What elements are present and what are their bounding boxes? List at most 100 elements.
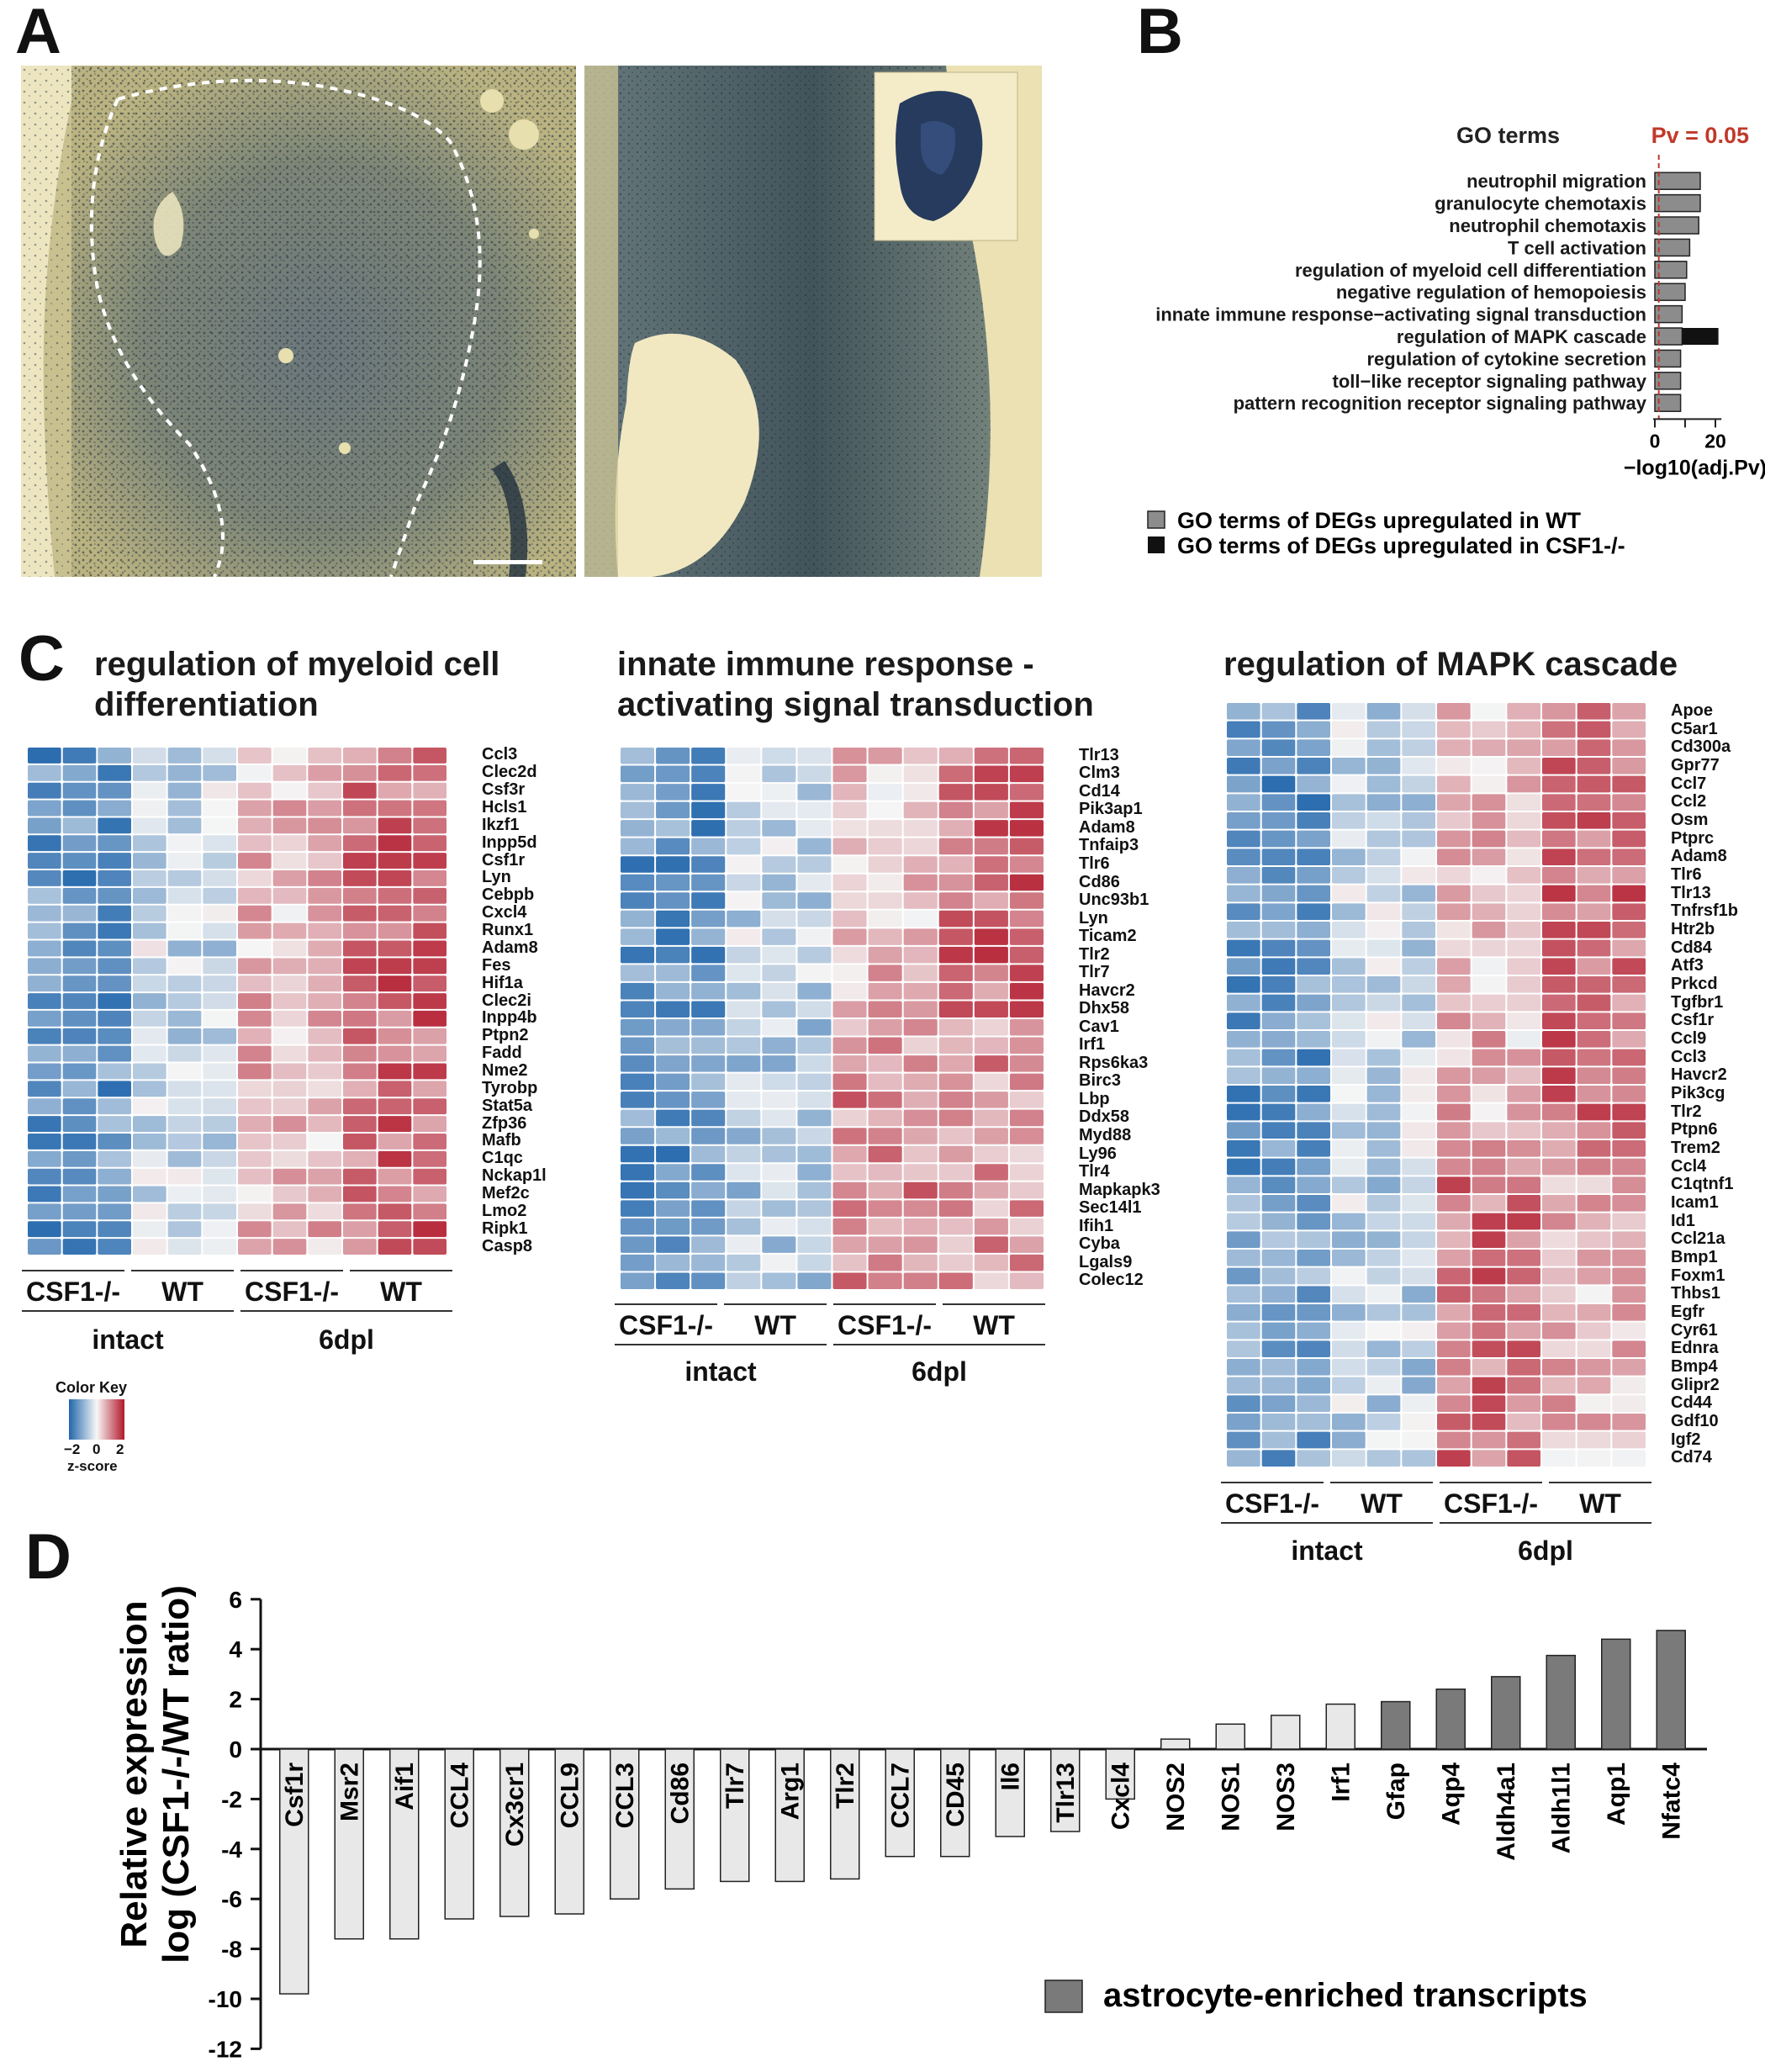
gene-label: Cyr61 <box>1671 1320 1718 1340</box>
heatmap-cell <box>974 965 1008 981</box>
condition-label: intact <box>1291 1536 1363 1566</box>
heatmap-cell <box>691 748 726 764</box>
heatmap-cell <box>832 1236 867 1253</box>
d-category-label: Aqp4 <box>1437 1763 1465 1826</box>
gene-label: Tnfrsf1b <box>1671 901 1738 921</box>
heatmap-cell <box>272 905 307 922</box>
heatmap-cell <box>1472 1231 1506 1248</box>
heatmap-cell <box>62 817 97 834</box>
heatmap-cell <box>621 1037 655 1054</box>
heatmap-cell <box>1227 1103 1260 1121</box>
heatmap-cell <box>1366 739 1401 756</box>
heatmap-cell <box>1542 739 1576 756</box>
heatmap-cell <box>308 748 341 764</box>
heatmap-cell <box>832 928 867 945</box>
heatmap-cell <box>1542 976 1576 993</box>
heatmap-cell <box>1009 910 1044 928</box>
heatmap-cell <box>1366 1286 1401 1303</box>
heatmap-cell <box>1402 1267 1435 1285</box>
group-label: WT <box>161 1276 203 1307</box>
heatmap-cell <box>868 1001 902 1018</box>
heatmap-cell <box>1402 703 1435 720</box>
heatmap-cell <box>656 838 690 855</box>
heatmap-cell <box>1366 775 1401 793</box>
heatmap-cell <box>797 1001 832 1018</box>
heatmap-cell <box>343 853 377 870</box>
heatmap-cell <box>938 1073 973 1091</box>
heatmap-cell <box>1402 721 1435 738</box>
gene-label: Casp8 <box>482 1236 533 1255</box>
heatmap-cell <box>1332 903 1366 920</box>
heatmap-cell <box>203 748 236 764</box>
heatmap-cell <box>1437 976 1471 993</box>
heatmap-cell <box>762 965 796 981</box>
heatmap-cell <box>621 856 655 873</box>
heatmap-cell <box>727 1128 761 1144</box>
d-y-tick-label: 4 <box>229 1636 242 1662</box>
heatmap-cell <box>62 1045 97 1062</box>
heatmap-cell <box>1612 1049 1646 1066</box>
condition-label: 6dpl <box>912 1356 967 1387</box>
gene-label: Colec12 <box>1079 1271 1144 1290</box>
heatmap-cell <box>1261 1250 1296 1266</box>
heatmap-cell <box>1009 1055 1044 1072</box>
heatmap-cell <box>797 1218 832 1235</box>
heatmap-cell <box>1297 1158 1330 1176</box>
heatmap-cell <box>621 874 655 891</box>
heatmap-cell <box>308 800 341 817</box>
heatmap-cell <box>1577 830 1611 848</box>
heatmap-cell <box>413 975 447 992</box>
heatmap-cell <box>133 782 166 799</box>
heatmap-cell <box>413 1239 447 1255</box>
heatmap-cell <box>656 765 690 783</box>
heatmap-cell <box>1507 1414 1540 1430</box>
gene-label: Havcr2 <box>1671 1065 1727 1085</box>
heatmap-cell <box>1297 830 1330 848</box>
heatmap-cell <box>1332 758 1366 774</box>
heatmap-cell <box>1332 939 1366 957</box>
heatmap-cell <box>1612 1431 1646 1449</box>
heatmap-cell <box>938 1218 973 1235</box>
heatmap-cell <box>1332 885 1366 902</box>
gene-label: Glipr2 <box>1671 1375 1720 1394</box>
heatmap-cell <box>656 1254 690 1271</box>
go-bar-wt <box>1654 304 1683 324</box>
heatmap-cell <box>1437 1231 1471 1248</box>
heatmap-cell <box>1297 1031 1330 1048</box>
heatmap-cell <box>1009 1109 1044 1127</box>
heatmap-cell <box>167 1203 202 1220</box>
gene-label: Unc93b1 <box>1079 891 1149 910</box>
heatmap-cell <box>413 853 447 870</box>
heatmap-cell <box>1009 784 1044 801</box>
heatmap-cell <box>343 1186 377 1202</box>
heatmap-cell <box>1542 1431 1576 1449</box>
heatmap-cell <box>1542 958 1576 975</box>
heatmap-cell <box>727 801 761 819</box>
heatmap-cell <box>1612 794 1646 811</box>
heatmap-cell <box>832 1019 867 1036</box>
heatmap-cell <box>868 748 902 764</box>
heatmap-cell <box>938 1055 973 1072</box>
heatmap-cell <box>98 1186 131 1202</box>
heatmap-cell <box>308 993 341 1009</box>
heatmap-cell <box>98 1221 131 1238</box>
heatmap-cell <box>1472 922 1506 938</box>
heatmap-cell <box>691 1019 726 1036</box>
heatmap-cell <box>903 1128 938 1144</box>
heatmap-title-line: regulation of myeloid cell <box>94 646 500 683</box>
heatmap-cell <box>974 1236 1008 1253</box>
heatmap-cell <box>903 856 938 873</box>
heatmap-cell <box>938 1092 973 1108</box>
heatmap-cell <box>308 1150 341 1167</box>
heatmap-cell <box>1297 1414 1330 1430</box>
heatmap-cell <box>1366 1250 1401 1266</box>
heatmap-cell <box>28 835 61 852</box>
heatmap-cell <box>1612 1304 1646 1321</box>
heatmap-cell <box>903 1055 938 1072</box>
heatmap-cell <box>343 1133 377 1150</box>
gene-label: Ccl9 <box>1671 1028 1707 1048</box>
heatmap-cell <box>1227 1086 1260 1102</box>
heatmap-cell <box>974 1181 1008 1199</box>
d-category-label: Cd86 <box>666 1763 694 1824</box>
heatmap-cell <box>1612 958 1646 975</box>
